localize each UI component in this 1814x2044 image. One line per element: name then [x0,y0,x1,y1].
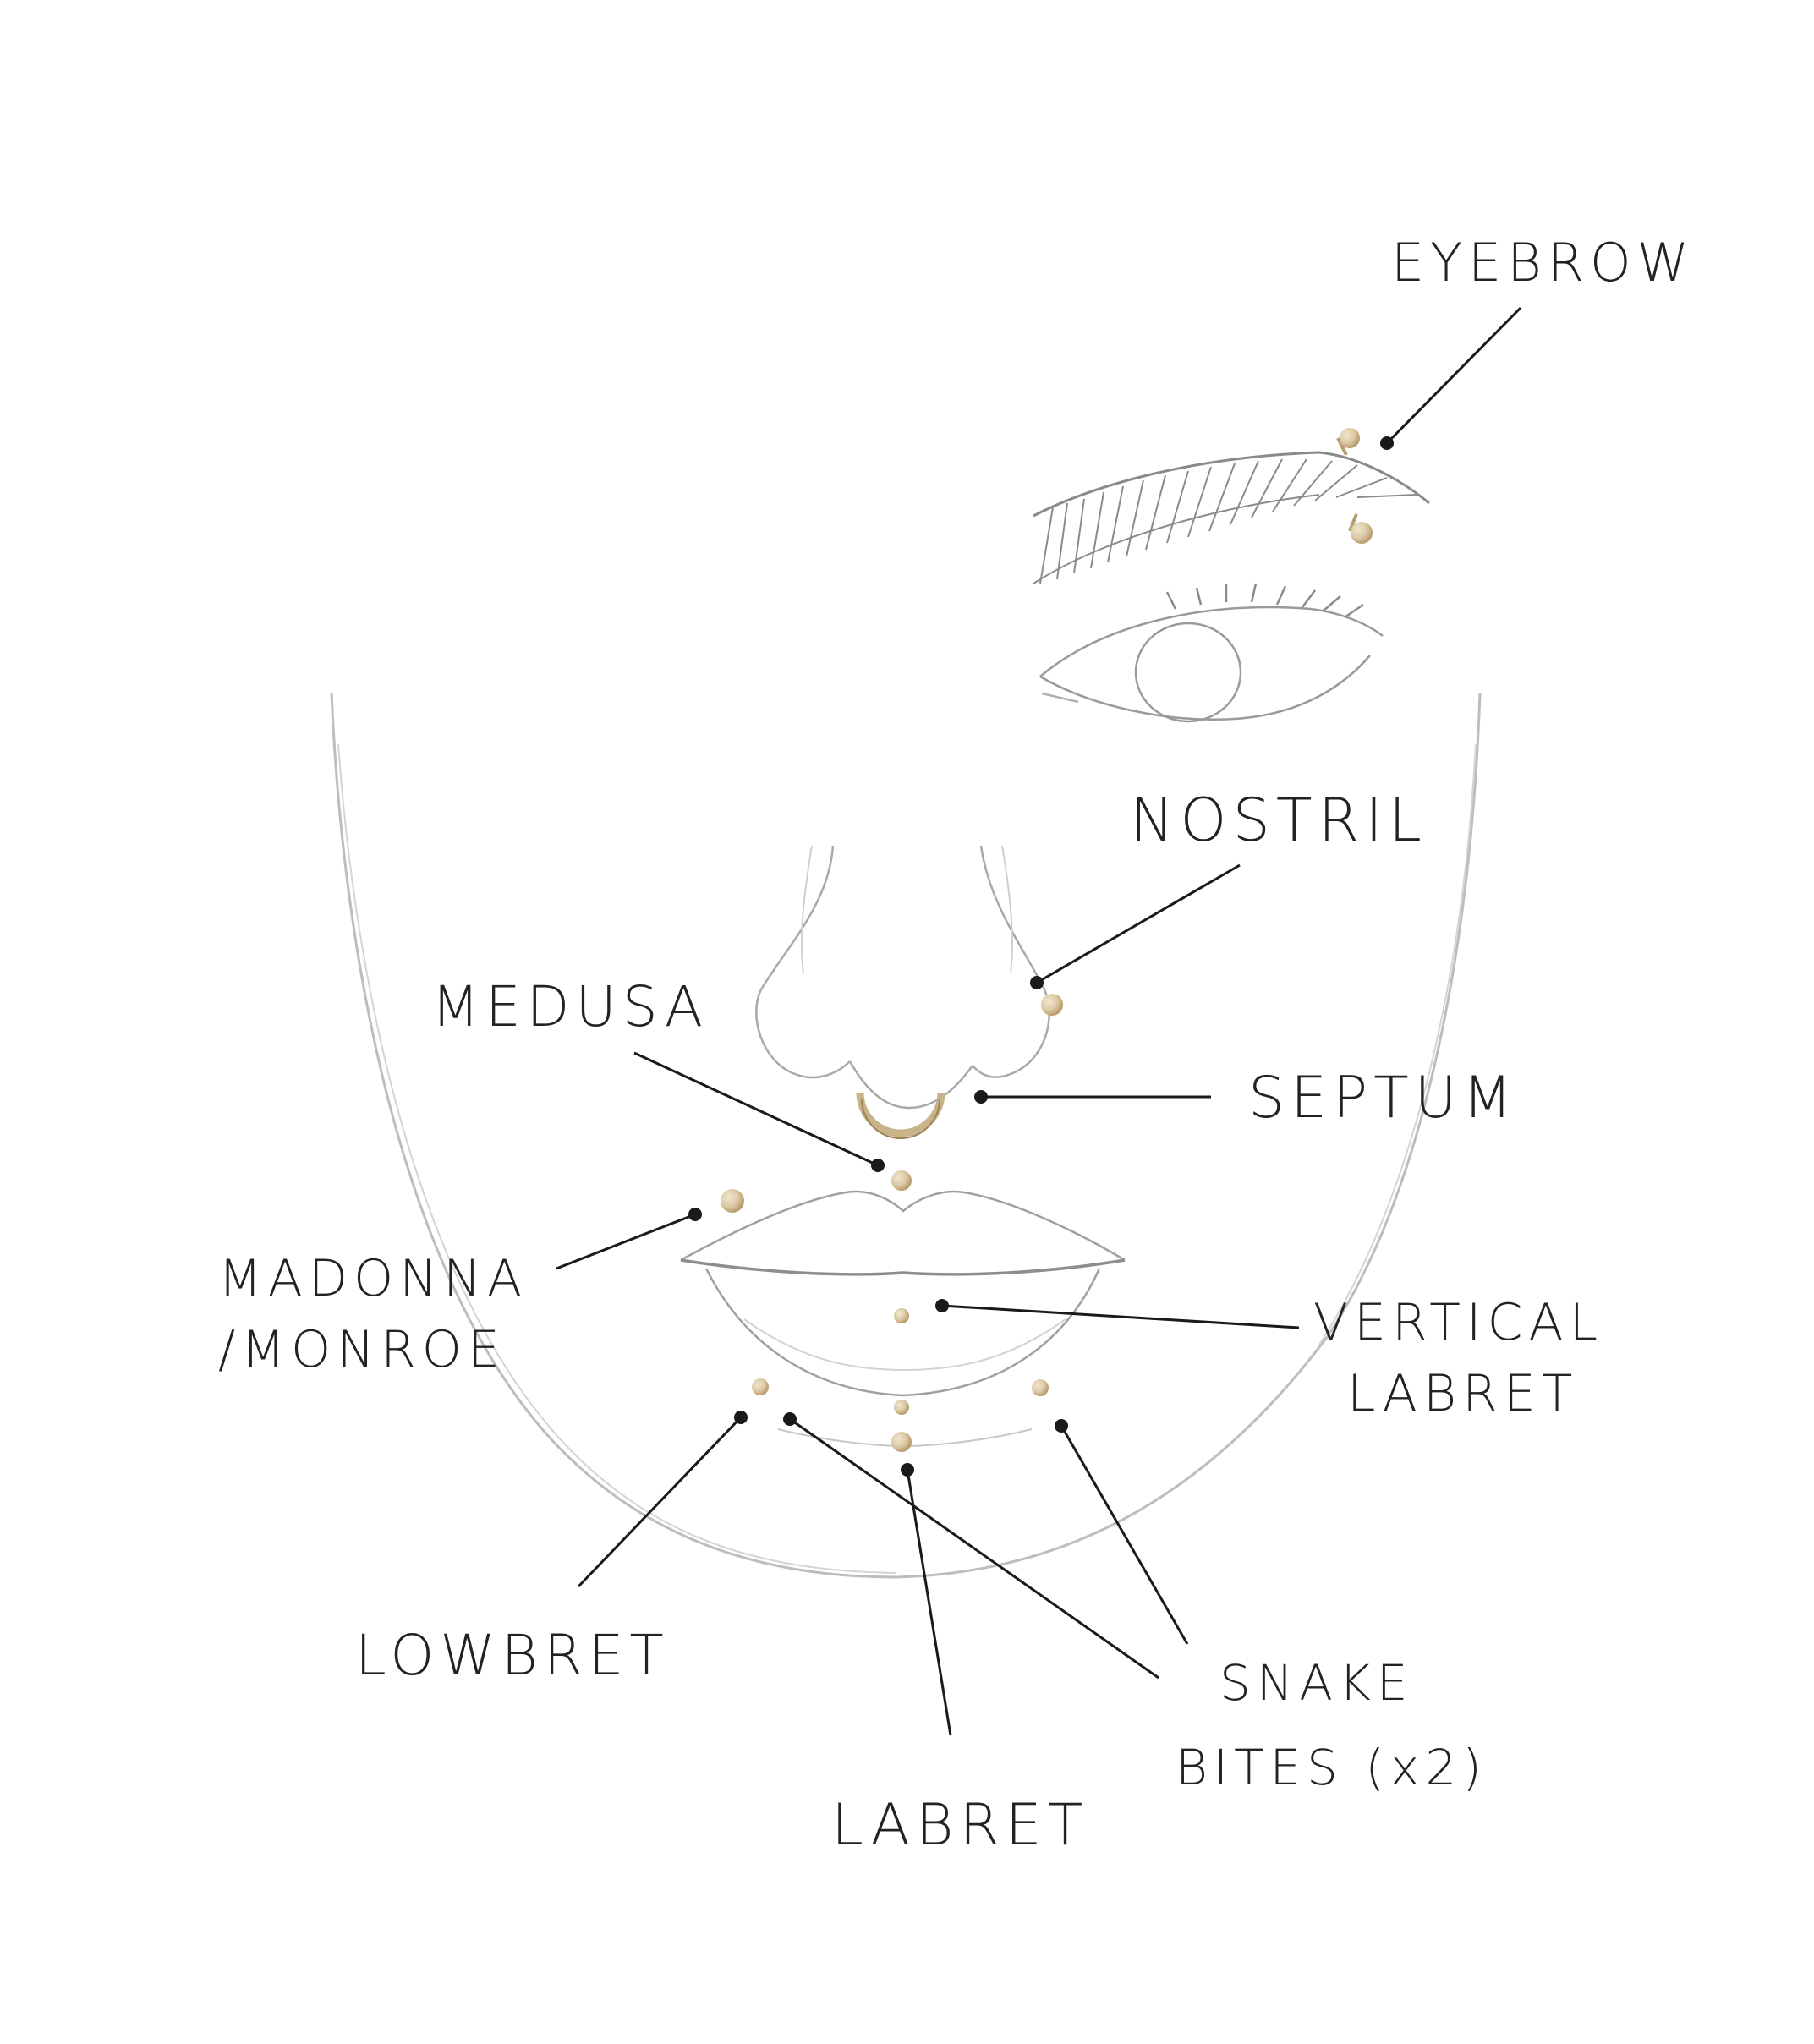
lips-sketch [680,1190,1126,1397]
eye-sketch [1039,583,1384,723]
face-outline [330,693,1482,1579]
label-labret: LABRET [831,1792,1089,1859]
labret-top-bead [894,1400,909,1415]
lowbret-leader-dot [734,1411,748,1424]
label-vertical-line1: VERTICAL [1313,1293,1603,1352]
labret-leader-line [906,1469,952,1736]
nostril-leader-dot [1030,976,1044,989]
eyebrow-stud-top [1340,428,1360,448]
snake-bites-leader-dot-left [783,1412,797,1426]
eyebrow-leader-dot [1380,436,1394,450]
lowbret-leader-line [577,1416,743,1588]
snake-bites-leader-dot-right [1055,1419,1068,1433]
label-eyebrow: EYEBROW [1391,232,1695,293]
medusa-leader-line [633,1051,879,1167]
snake-bites-leader-line-left [789,1417,1159,1680]
label-vertical-labret: VERTICAL LABRET [1313,1287,1603,1429]
label-septum: SEPTUM [1248,1065,1519,1132]
nose-sketch [755,845,1050,1110]
madonna-leader-line [556,1213,696,1270]
label-snake-line1: SNAKE [1219,1654,1414,1712]
septum-leader-dot [974,1090,988,1104]
nostril-leader-line [1036,863,1241,984]
septum-ring [856,1092,945,1137]
labret-stud [891,1432,912,1452]
label-nostril: NOSTRIL [1130,786,1428,855]
medusa-leader-dot [871,1159,885,1172]
leader-lines [556,306,1522,1736]
snake-bites-leader-line-right [1060,1425,1189,1645]
label-vertical-line2: LABRET [1347,1364,1579,1423]
madonna-stud [721,1189,744,1213]
jewelry [721,428,1373,1452]
leader-dots [688,436,1394,1477]
vertical-labret-leader-line [941,1304,1300,1329]
medusa-stud [891,1170,912,1191]
label-medusa: MEDUSA [431,974,710,1039]
eyebrow-sketch [1033,451,1430,584]
labret-leader-dot [901,1463,914,1477]
madonna-leader-dot [688,1208,702,1221]
label-madonna-line2: /MONROE [218,1320,506,1379]
snake-bite-right [1032,1379,1049,1396]
label-madonna-monroe: MADONNA /MONROE [218,1243,528,1385]
vertical-labret-bead [894,1308,909,1323]
label-snake-line2: BITES (x2) [1176,1739,1488,1796]
label-snake-bites: SNAKE BITES (x2) [1176,1641,1488,1810]
nostril-stud [1041,994,1063,1016]
snake-bite-left [752,1378,769,1395]
eyebrow-leader-line [1385,306,1522,445]
eyebrow-stud-bottom [1351,522,1373,544]
label-lowbret: LOWBRET [355,1623,670,1688]
vertical-labret-leader-dot [935,1299,949,1312]
label-madonna-line1: MADONNA [218,1249,529,1308]
